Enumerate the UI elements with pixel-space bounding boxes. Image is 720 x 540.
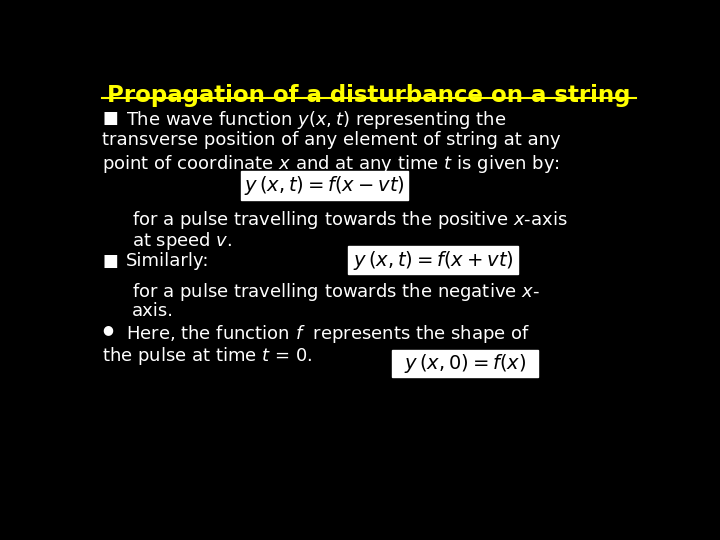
FancyBboxPatch shape [348,246,518,274]
Text: ■: ■ [102,109,118,127]
FancyBboxPatch shape [392,349,538,377]
Text: Here, the function $f$  represents the shape of: Here, the function $f$ represents the sh… [126,323,531,346]
Text: The wave function $y(x,t)$ representing the: The wave function $y(x,t)$ representing … [126,109,507,131]
FancyBboxPatch shape [240,171,408,199]
Text: transverse position of any element of string at any: transverse position of any element of st… [102,131,561,149]
Text: at speed $v$.: at speed $v$. [132,230,232,252]
Text: axis.: axis. [132,302,174,320]
Text: Propagation of a disturbance on a string: Propagation of a disturbance on a string [107,84,631,106]
Text: $y\,(x,t) = f(x-vt)$: $y\,(x,t) = f(x-vt)$ [244,174,405,197]
Text: $y\,(x,0) = f(x)$: $y\,(x,0) = f(x)$ [404,352,526,375]
Text: Similarly:: Similarly: [126,252,210,270]
Text: for a pulse travelling towards the positive $x$-axis: for a pulse travelling towards the posit… [132,210,567,232]
Text: for a pulse travelling towards the negative $x$-: for a pulse travelling towards the negat… [132,281,539,303]
Text: $y\,(x,t) = f(x+vt)$: $y\,(x,t) = f(x+vt)$ [353,249,513,272]
Text: the pulse at time $t$ = 0.: the pulse at time $t$ = 0. [102,345,312,367]
Text: point of coordinate $x$ and at any time $t$ is given by:: point of coordinate $x$ and at any time … [102,152,560,174]
Text: ■: ■ [102,252,118,270]
Text: ●: ● [102,323,113,336]
